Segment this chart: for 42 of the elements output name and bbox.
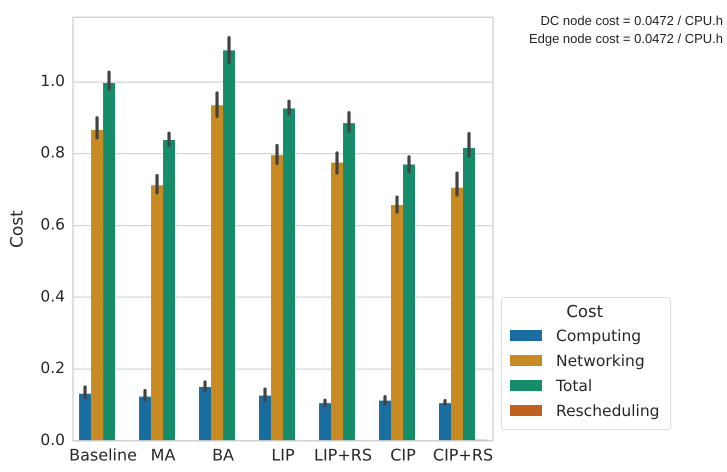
text: Edge node cost = 0.0472 / CPU.h [528, 30, 723, 48]
bar [331, 162, 344, 440]
bar [319, 403, 332, 440]
y-tick-label: 0.4 [40, 287, 66, 306]
bar [259, 396, 272, 440]
bar [79, 394, 92, 440]
legend-label: Networking [556, 352, 645, 370]
bar [199, 386, 212, 440]
bar [451, 188, 464, 440]
x-tick-label: LIP+RS [314, 446, 372, 465]
x-tick-label: CIP+RS [432, 446, 494, 465]
x-tick-label: CIP [390, 446, 416, 465]
legend-title: Cost [565, 302, 604, 321]
bar [211, 105, 224, 440]
bar [163, 140, 176, 440]
y-axis-title: Cost [8, 210, 28, 248]
bar [439, 403, 452, 440]
y-tick-label: 0.0 [40, 430, 66, 449]
bar [91, 130, 104, 440]
legend-label: Total [556, 376, 592, 394]
bar [103, 82, 116, 440]
bar [139, 396, 152, 440]
legend-label: Computing [556, 326, 642, 344]
bar [391, 205, 404, 440]
bar [151, 185, 164, 440]
text: DC node cost = 0.0472 / CPU.h [540, 12, 723, 30]
bar [223, 50, 236, 440]
x-tick-label: BA [212, 446, 234, 465]
y-tick-label: 0.2 [40, 359, 66, 378]
bar [271, 155, 284, 440]
x-tick-label: MA [150, 446, 176, 465]
bar [283, 108, 296, 440]
x-tick-label: Baseline [69, 446, 137, 465]
legend-label: Rescheduling [556, 402, 660, 420]
bar [463, 148, 475, 440]
x-tick-label: LIP [271, 446, 296, 465]
bar [403, 164, 416, 440]
bar [343, 123, 356, 440]
bar [379, 400, 392, 440]
y-tick-label: 1.0 [40, 72, 66, 90]
y-tick-label: 0.8 [40, 144, 66, 162]
y-tick-label: 0.6 [40, 215, 66, 234]
